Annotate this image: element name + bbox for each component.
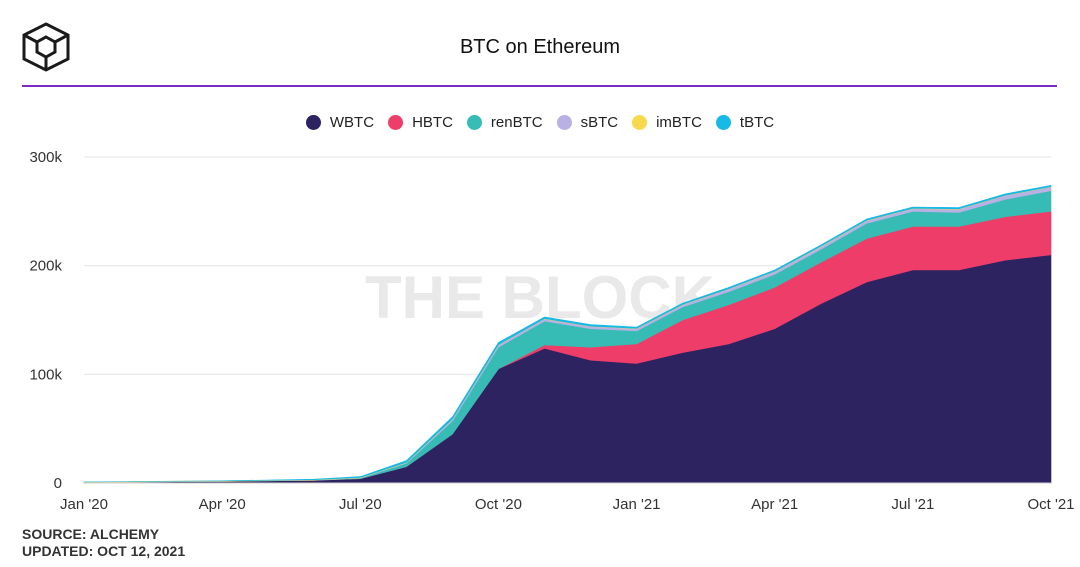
legend-swatch: [388, 115, 404, 130]
legend-swatch: [466, 115, 482, 130]
legend-item-tbtc: tBTC: [715, 114, 775, 131]
legend-label: tBTC: [739, 114, 775, 131]
legend-label: HBTC: [412, 114, 453, 131]
page-title: BTC on Ethereum: [459, 36, 621, 58]
legend-item-imbtc: imBTC: [632, 114, 702, 131]
legend-swatch: [632, 115, 648, 130]
title-divider: [22, 85, 1057, 87]
x-tick-label: Jul '21: [891, 496, 934, 513]
y-tick-label: 200k: [29, 258, 62, 275]
legend-item-sbtc: sBTC: [556, 114, 619, 131]
x-tick-label: Apr '21: [751, 496, 798, 513]
series-areas: [83, 184, 1052, 484]
legend-item-hbtc: HBTC: [388, 114, 453, 131]
legend-label: WBTC: [329, 114, 375, 131]
legend-swatch: [715, 115, 731, 130]
chart-footer: SOURCE: ALCHEMY UPDATED: OCT 12, 2021: [22, 526, 185, 560]
the-block-cube-logo-icon: [22, 22, 70, 72]
x-tick-label: Jan '20: [60, 496, 108, 513]
x-tick-label: Jan '21: [613, 496, 661, 513]
y-axis: 0 100k 200k 300k: [29, 149, 62, 492]
legend-label: renBTC: [490, 114, 543, 131]
legend-label: sBTC: [580, 114, 619, 131]
y-tick-label: 100k: [29, 366, 62, 383]
area-tbtc: [83, 184, 1052, 483]
source-note: SOURCE: ALCHEMY: [22, 526, 160, 542]
y-tick-label: 0: [54, 475, 62, 492]
legend-item-renbtc: renBTC: [466, 114, 543, 131]
updated-note: UPDATED: OCT 12, 2021: [22, 543, 186, 559]
y-tick-label: 300k: [29, 149, 62, 166]
x-tick-label: Oct '20: [475, 496, 522, 513]
x-tick-label: Apr '20: [199, 496, 246, 513]
x-tick-label: Jul '20: [339, 496, 382, 513]
x-axis: Jan '20 Apr '20 Jul '20 Oct '20 Jan '21 Apr '…: [60, 482, 1075, 513]
legend-swatch: [556, 115, 572, 130]
legend-item-wbtc: WBTC: [305, 114, 375, 131]
legend-label: imBTC: [656, 114, 702, 131]
chart-legend: WBTC HBTC renBTC sBTC imBTC tBTC: [0, 114, 1080, 131]
x-tick-label: Oct '21: [1027, 496, 1074, 513]
legend-swatch: [305, 115, 321, 130]
chart-header: BTC on Ethereum: [0, 0, 1080, 87]
